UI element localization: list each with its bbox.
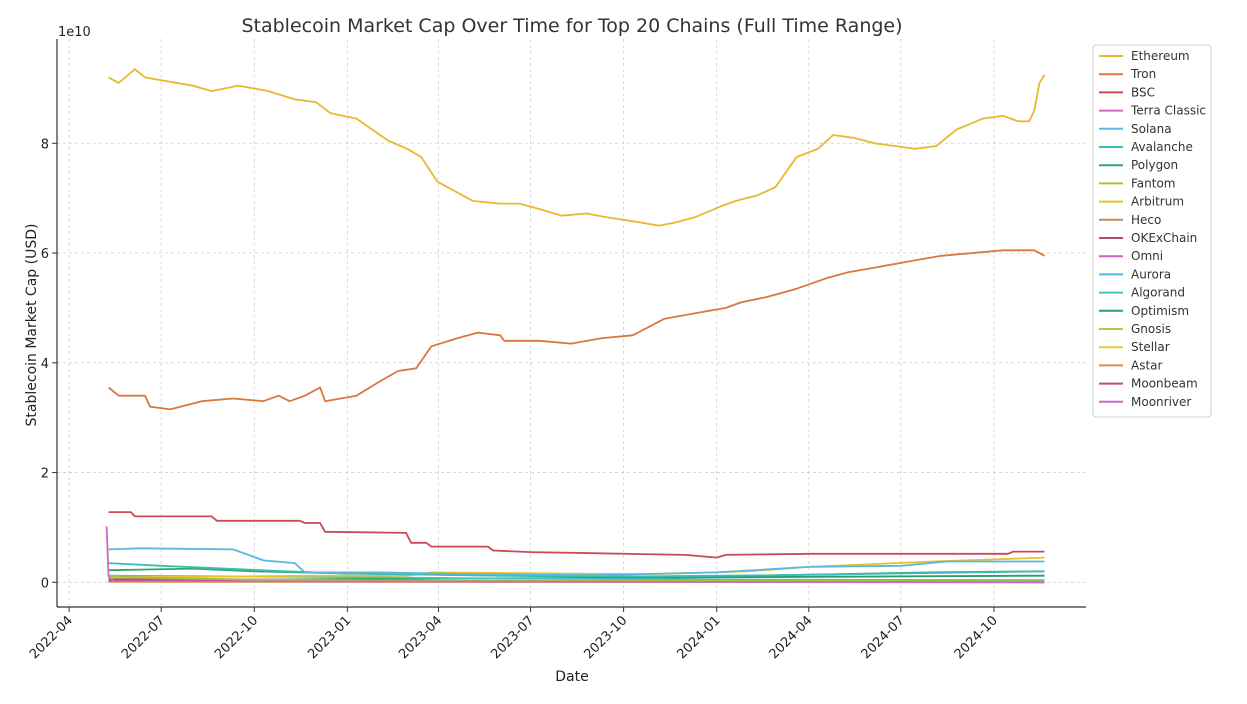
legend: Ethereum Tron BSC Terra Classic Solana Avalan… xyxy=(1092,44,1212,418)
legend-entry-label: Algorand xyxy=(1131,286,1185,300)
series-lines xyxy=(105,68,1046,584)
y-tick-label: 6 xyxy=(41,247,49,262)
legend-entry-label: Solana xyxy=(1131,122,1172,136)
x-tick-label: 2023-10 xyxy=(581,613,630,662)
y-tick-label: 8 xyxy=(41,137,49,152)
series-line-solana xyxy=(108,547,1045,577)
series-line-avalanche xyxy=(108,562,1045,578)
x-tick-label: 2023-04 xyxy=(396,613,445,662)
x-axis-label: Date xyxy=(555,669,588,685)
legend-entry-label: Tron xyxy=(1130,67,1156,81)
y-axis-label: Stablecoin Market Cap (USD) xyxy=(24,224,40,427)
series-line-ethereum xyxy=(108,68,1046,227)
series-line-fantom xyxy=(108,574,1045,583)
legend-entry-label: Terra Classic xyxy=(1130,104,1206,118)
x-tick-label: 2024-10 xyxy=(952,613,1001,662)
legend-entry-label: Omni xyxy=(1131,249,1163,263)
legend-entry-label: Moonbeam xyxy=(1131,377,1198,391)
x-tick-label: 2022-10 xyxy=(212,613,261,662)
legend-entry-label: Optimism xyxy=(1131,304,1189,318)
legend-entry-label: Avalanche xyxy=(1131,140,1193,154)
legend-entry-label: Moonriver xyxy=(1131,395,1191,409)
legend-entry-label: OKExChain xyxy=(1131,231,1197,245)
series-line-bsc xyxy=(108,511,1045,559)
series-line-tron xyxy=(108,249,1045,411)
grid xyxy=(57,39,1086,607)
series-line-arbitrum xyxy=(108,556,1045,578)
legend-entry-label: Astar xyxy=(1131,358,1163,372)
legend-entry-label: BSC xyxy=(1131,85,1155,99)
x-tick-label: 2023-01 xyxy=(305,613,354,662)
chart-title: Stablecoin Market Cap Over Time for Top … xyxy=(241,15,902,37)
legend-entry-label: Aurora xyxy=(1131,267,1171,281)
x-tick-label: 2024-07 xyxy=(859,613,908,662)
x-tick-label: 2024-01 xyxy=(674,613,723,662)
y-tick-label: 4 xyxy=(41,357,49,372)
legend-entry-label: Polygon xyxy=(1131,158,1178,172)
legend-box xyxy=(1092,44,1212,418)
x-tick-label: 2024-04 xyxy=(767,613,816,662)
legend-entry-label: Fantom xyxy=(1131,176,1176,190)
y-tick-label: 2 xyxy=(41,467,49,482)
legend-entry-label: Gnosis xyxy=(1131,322,1171,336)
series-line-terra-classic xyxy=(105,526,1045,584)
legend-entry-label: Heco xyxy=(1131,213,1161,227)
y-offset-label: 1e10 xyxy=(58,25,91,40)
legend-entry-label: Ethereum xyxy=(1131,49,1190,63)
x-tick-label: 2022-04 xyxy=(27,613,76,662)
x-tick-label: 2022-07 xyxy=(119,613,168,662)
y-tick-label: 0 xyxy=(41,576,49,591)
legend-entry-label: Stellar xyxy=(1131,340,1170,354)
x-tick-label: 2023-07 xyxy=(488,613,537,662)
legend-entry-label: Arbitrum xyxy=(1131,195,1184,209)
